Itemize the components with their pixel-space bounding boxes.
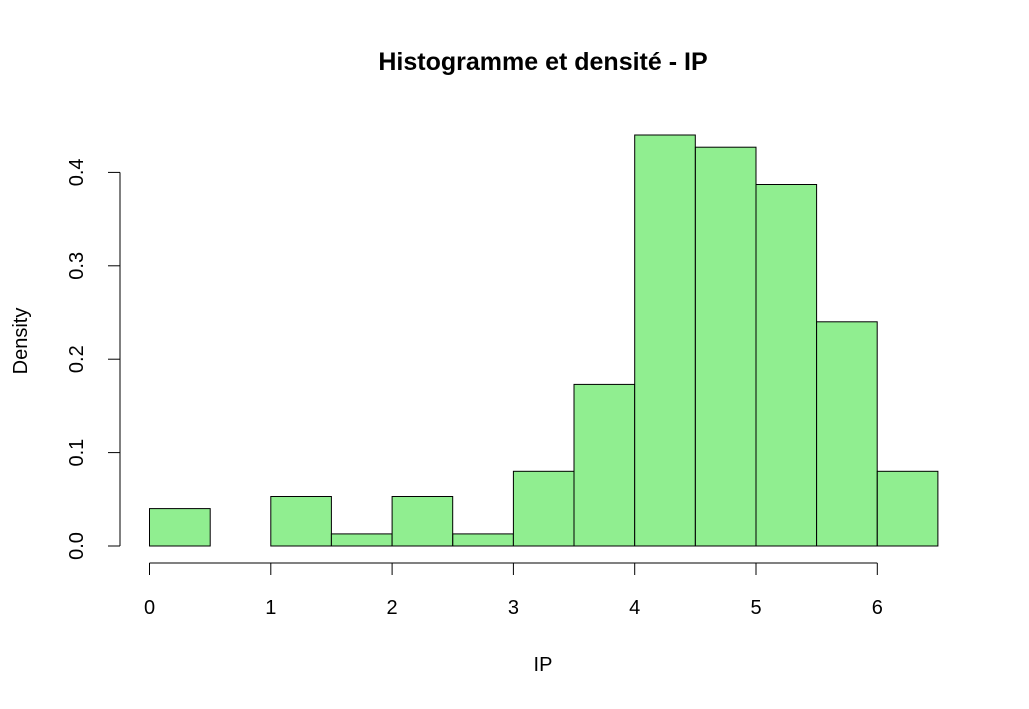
chart-title: Histogramme et densité - IP — [378, 48, 707, 76]
y-axis-label: Density — [10, 308, 32, 375]
histogram-bars — [149, 134, 939, 547]
x-tick-label: 4 — [629, 597, 640, 619]
x-tick-label: 1 — [265, 597, 276, 619]
x-axis: 0 1 2 3 4 5 6 — [144, 562, 883, 619]
y-axis: 0.0 0.1 0.2 0.3 0.4 — [66, 158, 121, 560]
x-tick-label: 2 — [387, 597, 398, 619]
histogram-bar — [149, 508, 211, 547]
histogram-bar — [452, 533, 514, 547]
histogram-bar — [573, 383, 636, 547]
histogram-bar — [391, 496, 454, 547]
histogram-bar — [270, 496, 332, 547]
histogram-bar — [816, 321, 878, 547]
histogram-bar — [755, 184, 818, 547]
histogram-bar — [634, 134, 696, 547]
histogram-bar — [694, 146, 757, 547]
x-tick-label: 3 — [508, 597, 519, 619]
x-tick-label: 6 — [872, 597, 883, 619]
histogram-bar — [876, 470, 939, 547]
y-tick-label: 0.4 — [66, 158, 88, 186]
histogram-bar — [512, 470, 575, 547]
x-tick-label: 0 — [144, 597, 155, 619]
y-tick-label: 0.1 — [66, 439, 88, 467]
y-tick-label: 0.0 — [66, 532, 88, 560]
histogram-bar — [330, 533, 393, 547]
y-tick-label: 0.2 — [66, 345, 88, 373]
y-tick-label: 0.3 — [66, 252, 88, 280]
x-axis-label: IP — [534, 654, 553, 676]
x-tick-label: 5 — [750, 597, 761, 619]
